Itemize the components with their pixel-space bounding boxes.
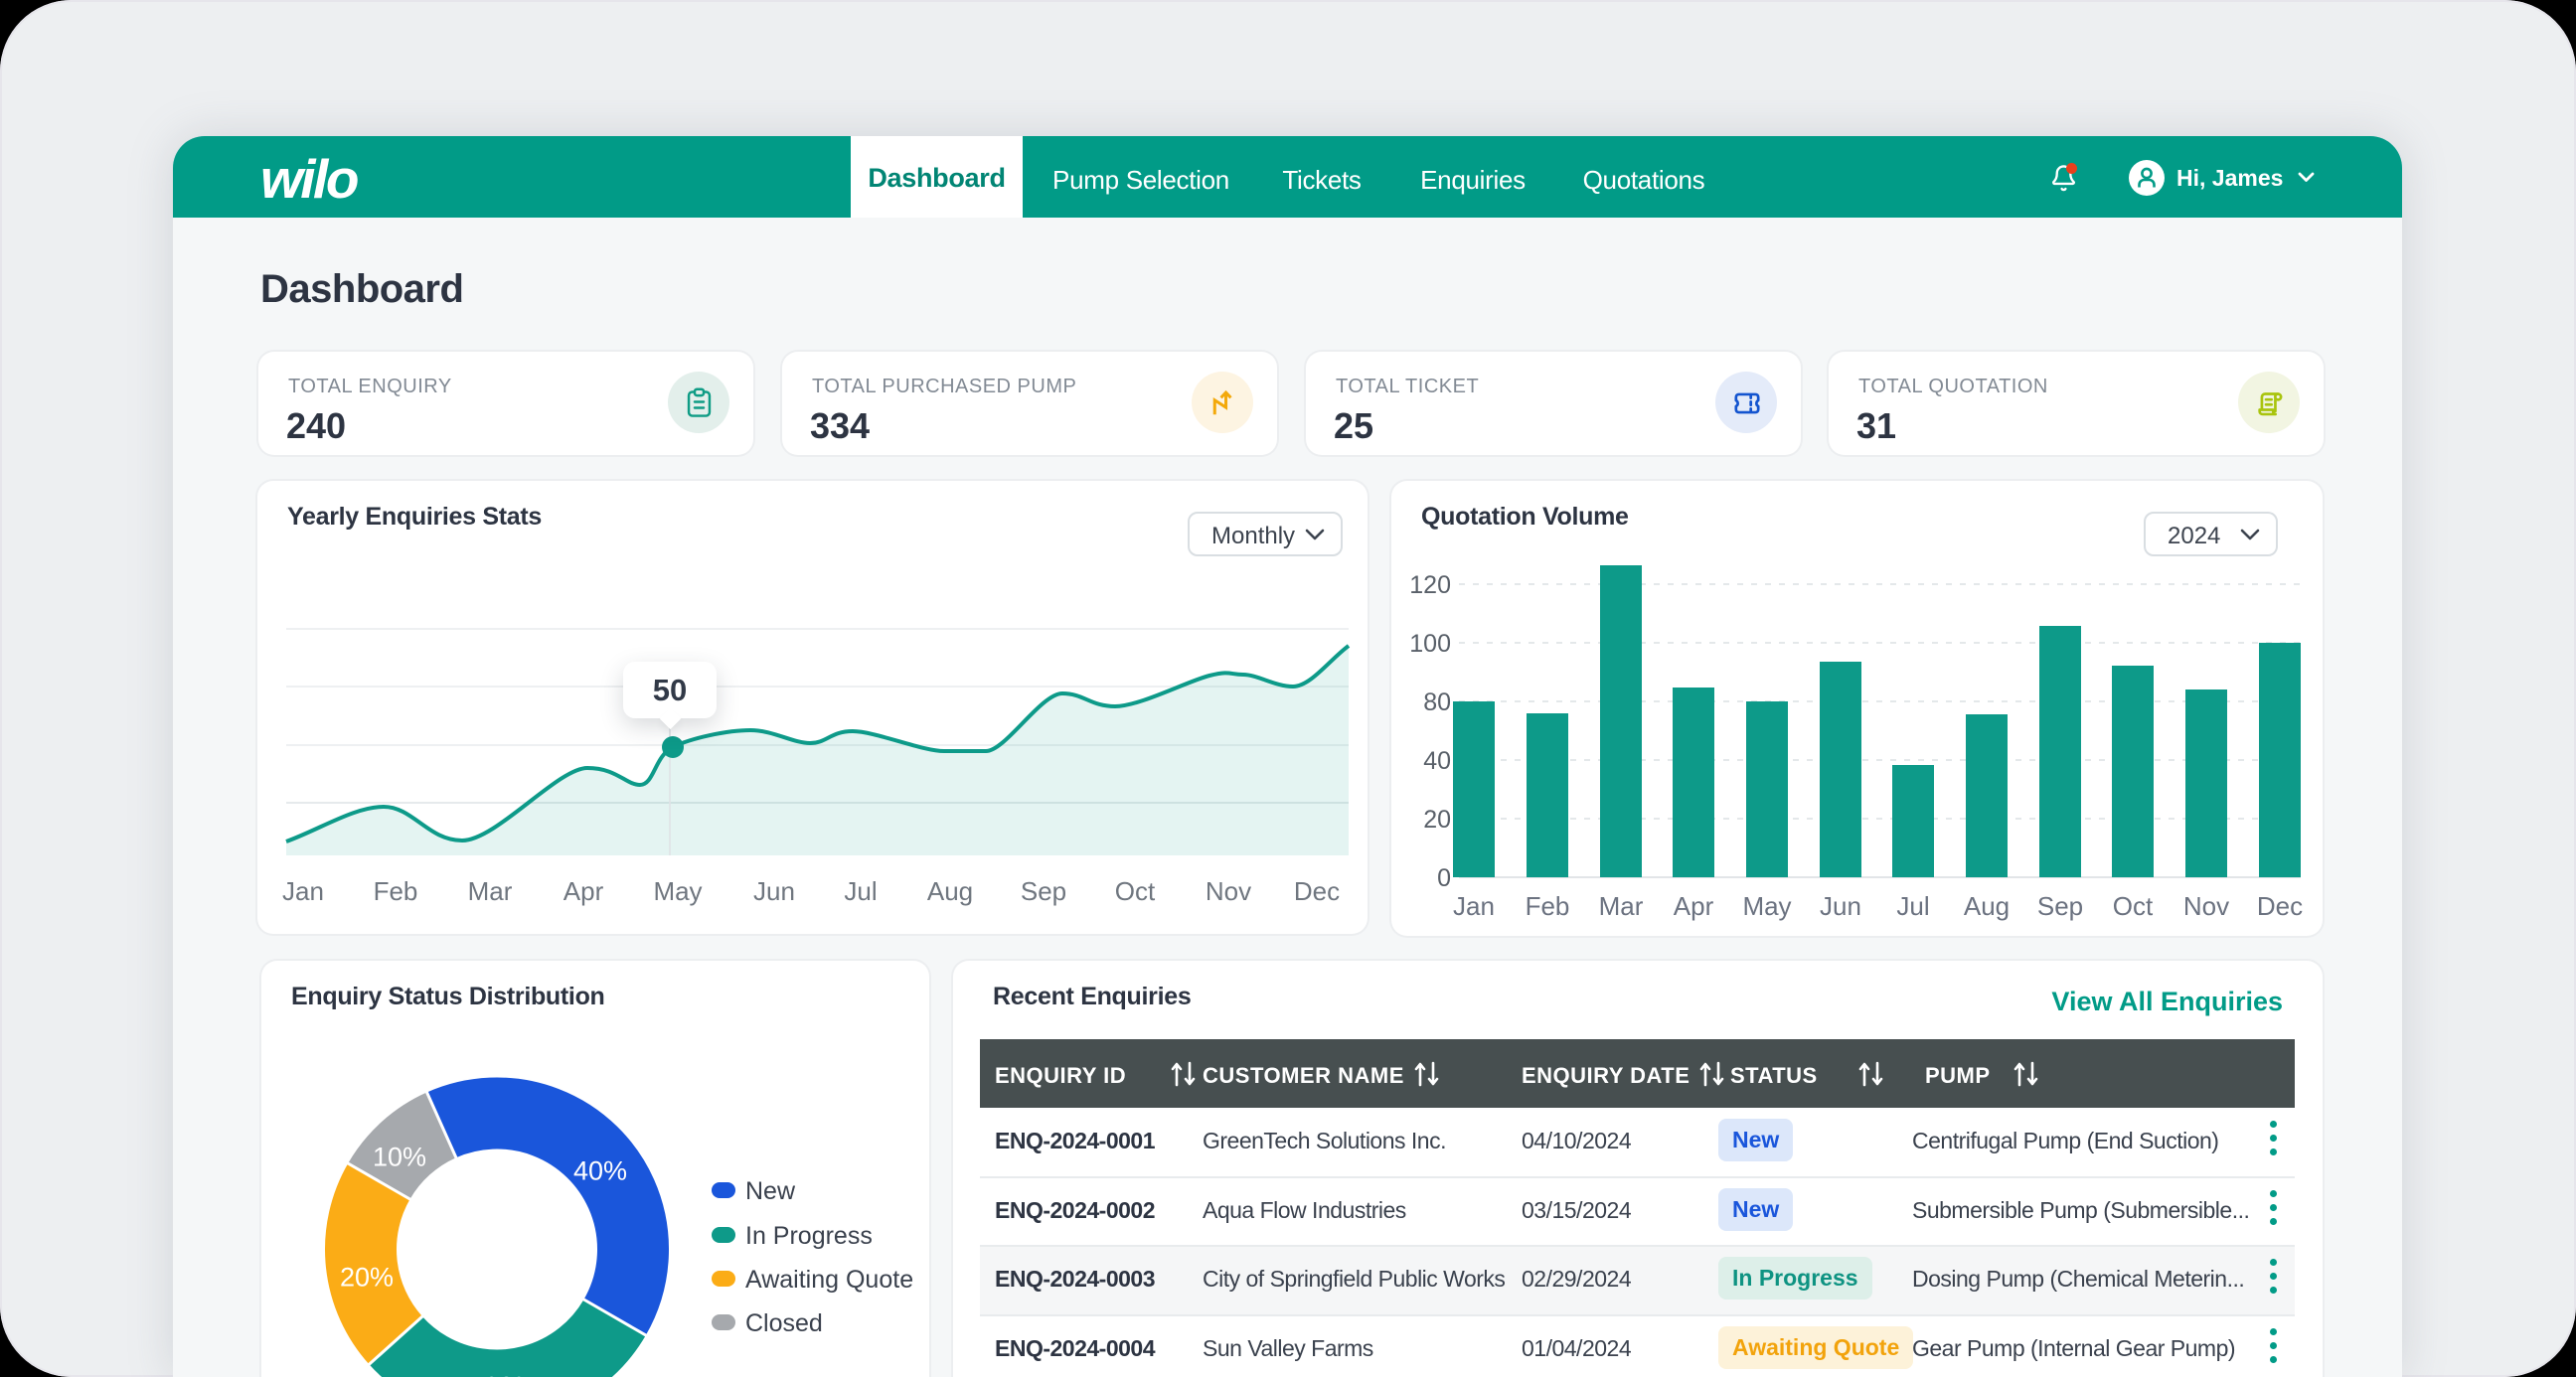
svg-text:Aug: Aug bbox=[1964, 891, 2010, 921]
svg-text:May: May bbox=[653, 876, 702, 906]
svg-text:In Progress: In Progress bbox=[745, 1222, 873, 1250]
svg-text:40%: 40% bbox=[573, 1156, 627, 1186]
svg-text:120: 120 bbox=[1409, 571, 1451, 599]
svg-text:Jan: Jan bbox=[1453, 891, 1495, 921]
svg-text:Nov: Nov bbox=[1206, 876, 1251, 906]
svg-text:Oct: Oct bbox=[2113, 891, 2154, 921]
svg-text:30%: 30% bbox=[484, 1372, 538, 1377]
svg-text:0: 0 bbox=[1437, 864, 1451, 892]
svg-text:20%: 20% bbox=[340, 1263, 394, 1293]
svg-text:40: 40 bbox=[1423, 747, 1451, 775]
svg-text:100: 100 bbox=[1409, 630, 1451, 658]
svg-text:Mar: Mar bbox=[468, 876, 513, 906]
svg-text:New: New bbox=[745, 1177, 796, 1205]
svg-text:May: May bbox=[1742, 891, 1791, 921]
svg-text:80: 80 bbox=[1423, 688, 1451, 716]
svg-text:Closed: Closed bbox=[745, 1309, 823, 1337]
svg-text:Sep: Sep bbox=[2037, 891, 2083, 921]
svg-text:Jul: Jul bbox=[1896, 891, 1929, 921]
svg-text:Oct: Oct bbox=[1115, 876, 1156, 906]
svg-text:Jun: Jun bbox=[753, 876, 795, 906]
svg-text:Mar: Mar bbox=[1599, 891, 1644, 921]
svg-text:Dec: Dec bbox=[1294, 876, 1340, 906]
svg-text:Apr: Apr bbox=[1674, 891, 1714, 921]
svg-text:Feb: Feb bbox=[1526, 891, 1570, 921]
svg-text:Jul: Jul bbox=[844, 876, 877, 906]
svg-text:Dec: Dec bbox=[2257, 891, 2303, 921]
svg-text:Jan: Jan bbox=[282, 876, 324, 906]
svg-text:20: 20 bbox=[1423, 806, 1451, 834]
svg-text:10%: 10% bbox=[373, 1143, 426, 1172]
svg-text:Aug: Aug bbox=[927, 876, 973, 906]
svg-text:Apr: Apr bbox=[564, 876, 604, 906]
svg-text:Awaiting Quote: Awaiting Quote bbox=[745, 1266, 913, 1294]
svg-text:Nov: Nov bbox=[2183, 891, 2229, 921]
svg-text:Feb: Feb bbox=[374, 876, 418, 906]
svg-text:Sep: Sep bbox=[1021, 876, 1066, 906]
svg-text:Jun: Jun bbox=[1820, 891, 1861, 921]
